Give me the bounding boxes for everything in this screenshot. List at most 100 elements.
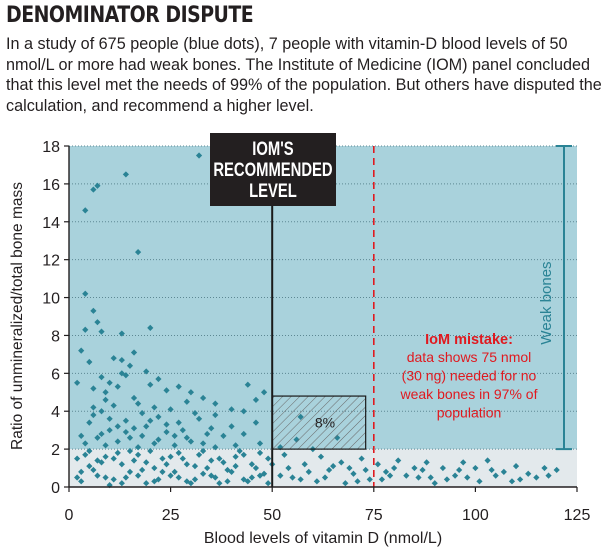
data-point [122, 474, 129, 481]
x-tick-label: 50 [263, 507, 281, 524]
data-point [492, 472, 499, 479]
data-point [256, 449, 264, 456]
data-point [130, 394, 138, 402]
data-point [208, 425, 215, 432]
data-point [195, 152, 203, 159]
data-point [395, 457, 402, 464]
data-point [134, 451, 142, 458]
data-point [106, 415, 113, 422]
data-point [122, 428, 129, 436]
data-point [342, 480, 349, 487]
data-point [82, 451, 89, 458]
data-point [252, 396, 260, 403]
data-point [78, 347, 85, 354]
y-tick-label: 10 [42, 291, 60, 308]
data-point [98, 328, 105, 335]
data-point [403, 472, 410, 479]
data-point [118, 356, 125, 364]
data-point [94, 472, 101, 479]
data-point [175, 449, 182, 456]
data-point [110, 355, 117, 362]
data-point [134, 400, 142, 407]
data-point [362, 466, 369, 474]
data-point [126, 434, 134, 441]
data-point [175, 383, 182, 390]
data-point [330, 463, 337, 470]
data-point [484, 457, 491, 464]
data-point [456, 466, 463, 474]
data-point [86, 447, 93, 455]
data-point [122, 417, 129, 424]
data-point [118, 330, 125, 337]
data-point [82, 326, 89, 333]
data-point [147, 447, 154, 455]
data-point [106, 379, 113, 386]
gridlines [69, 145, 577, 450]
data-point [289, 474, 296, 481]
data-point [171, 432, 178, 439]
data-point [415, 474, 422, 481]
data-point [533, 474, 540, 481]
weak-bones-label: Weak bones [538, 261, 555, 344]
data-point [110, 402, 117, 409]
data-point [143, 368, 150, 375]
data-point [358, 455, 365, 462]
y-tick-label: 4 [51, 404, 60, 421]
data-point [195, 415, 203, 422]
data-point [183, 434, 190, 441]
data-point [208, 457, 215, 464]
data-point [90, 186, 97, 193]
y-tick-label: 12 [42, 253, 60, 270]
data-point [285, 464, 292, 472]
y-tick-label: 18 [42, 139, 60, 156]
data-point [419, 466, 426, 474]
data-point [78, 468, 85, 475]
data-point [431, 480, 438, 487]
data-point [391, 464, 398, 472]
data-point [236, 447, 243, 455]
data-point [90, 385, 97, 392]
data-point [90, 404, 97, 411]
data-point [220, 432, 227, 439]
data-point [366, 476, 373, 483]
data-point [200, 394, 207, 402]
data-point [126, 362, 134, 369]
data-point [110, 476, 117, 483]
data-point [553, 466, 560, 474]
data-point [460, 459, 467, 466]
data-point [98, 430, 105, 438]
data-point [224, 478, 231, 485]
data-point [74, 474, 81, 481]
data-point [159, 455, 166, 462]
data-point [313, 478, 321, 485]
axes [68, 146, 577, 488]
data-point [134, 248, 142, 256]
annotation-line: (30 ng) needed for no [402, 368, 537, 384]
y-tick-label: 16 [42, 177, 60, 194]
data-point [297, 476, 304, 483]
data-point [82, 440, 89, 447]
data-point [82, 207, 89, 214]
data-point [78, 478, 85, 485]
data-point [545, 472, 552, 479]
data-point [232, 453, 239, 460]
data-point [212, 444, 219, 451]
data-point [147, 417, 154, 424]
data-point [260, 470, 268, 477]
data-point [374, 461, 381, 468]
data-point [114, 449, 121, 456]
iom-mistake-annotation: IoM mistake:data shows 75 nmol (30 ng) ne… [400, 332, 538, 421]
data-point [98, 459, 105, 466]
data-point [163, 461, 170, 468]
data-point [338, 459, 345, 466]
data-point [134, 472, 142, 479]
data-point [130, 425, 138, 432]
data-point [179, 455, 186, 462]
x-tick-label: 75 [365, 507, 383, 524]
data-point [102, 453, 109, 460]
data-point [118, 480, 125, 487]
data-point [525, 470, 532, 477]
data-point [204, 464, 211, 472]
data-point [126, 468, 134, 475]
